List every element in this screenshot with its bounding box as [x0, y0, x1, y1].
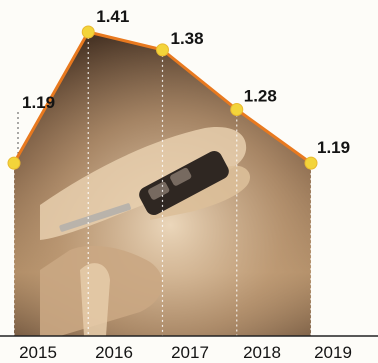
data-label-2015: 1.19 [22, 93, 55, 112]
data-point-2018 [230, 102, 244, 116]
vertical-dotted-lines [13, 32, 312, 336]
x-tick-label-2019: 2019 [314, 343, 352, 362]
x-tick-labels: 2015 2016 2017 2018 2019 [19, 343, 352, 362]
data-point-2017 [156, 43, 169, 57]
data-labels: 1.19 1.41 1.38 1.28 1.19 [22, 7, 350, 157]
data-point-markers [7, 25, 318, 170]
data-label-2016: 1.41 [96, 7, 129, 26]
data-label-2018: 1.28 [244, 86, 277, 105]
data-label-2017: 1.38 [171, 29, 204, 48]
data-point-2019 [304, 156, 318, 170]
data-label-2019: 1.19 [317, 138, 350, 157]
hand-with-car-key-photo [40, 126, 251, 336]
data-point-2016 [81, 25, 95, 39]
x-tick-label-2017: 2017 [171, 343, 209, 362]
x-tick-label-2015: 2015 [19, 343, 57, 362]
x-tick-label-2018: 2018 [243, 343, 281, 362]
data-point-2015 [7, 156, 21, 170]
x-tick-label-2016: 2016 [95, 343, 133, 362]
